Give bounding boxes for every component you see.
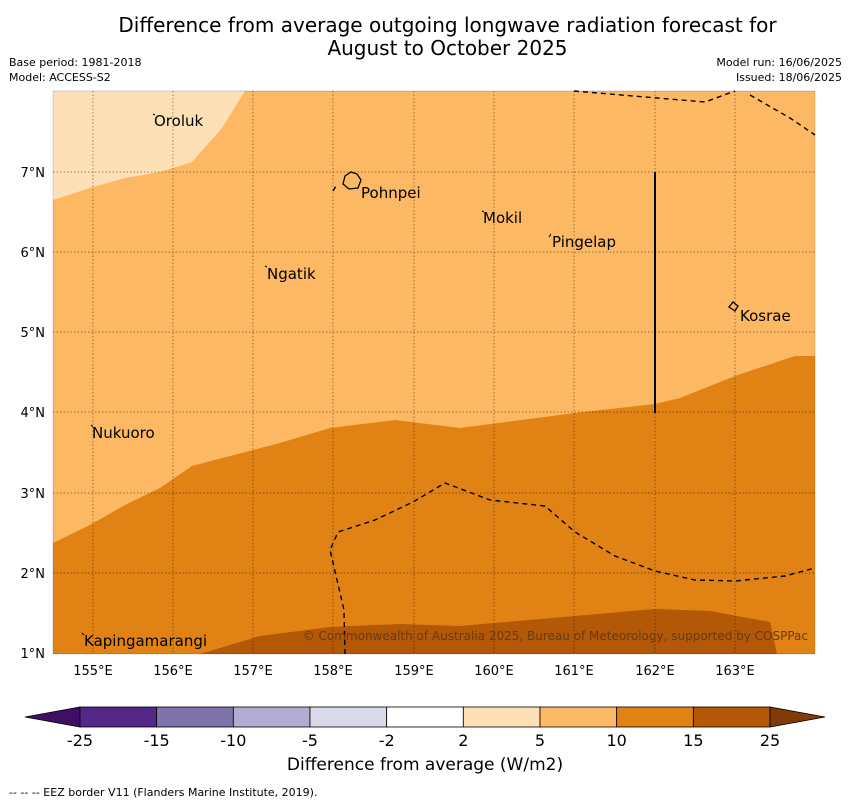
colorbar-tick: 5 <box>535 731 545 750</box>
lon-tick: 160°E <box>474 664 514 679</box>
colorbar-segment <box>309 706 388 728</box>
place-nukuoro: Nukuoro <box>92 424 155 442</box>
lat-tick: 1°N <box>21 647 46 662</box>
islands <box>342 171 739 312</box>
kosrae-island <box>728 301 739 312</box>
title-line-1: Difference from average outgoing longwav… <box>118 13 777 37</box>
colorbar-tick: 25 <box>760 731 780 750</box>
lat-tick: 7°N <box>21 166 46 181</box>
eez-footer-note: -- -- -- EEZ border V11 (Flanders Marine… <box>9 786 318 799</box>
model-run: Model run: 16/06/2025 <box>716 56 842 69</box>
map-panel: Oroluk Pohnpei Mokil Pingelap Ngatik Kos… <box>52 90 816 655</box>
copyright-notice: © Commonwealth of Australia 2025, Bureau… <box>303 629 808 643</box>
colorbar: -25 -15 -10 -5 -2 2 5 10 15 25 <box>24 706 826 750</box>
chart-title: Difference from average outgoing longwav… <box>0 14 850 60</box>
lon-tick-labels: 155°E 156°E 157°E 158°E 159°E 160°E 161°… <box>73 664 755 679</box>
place-pohnpei: Pohnpei <box>361 184 421 202</box>
lon-tick: 155°E <box>73 664 113 679</box>
colorbar-segment <box>156 706 234 728</box>
colorbar-segment <box>616 706 694 728</box>
place-labels: Oroluk Pohnpei Mokil Pingelap Ngatik Kos… <box>84 112 791 650</box>
colorbar-label: Difference from average (W/m2) <box>286 755 564 775</box>
colorbar-tick: 15 <box>683 731 703 750</box>
lat-tick-labels: 7°N 6°N 5°N 4°N 3°N 2°N 1°N <box>21 166 46 662</box>
lon-tick: 157°E <box>233 664 273 679</box>
model-name: Model: ACCESS-S2 <box>9 71 111 84</box>
lon-tick: 162°E <box>635 664 675 679</box>
lon-tick: 163°E <box>715 664 755 679</box>
colorbar-tick: -25 <box>67 731 93 750</box>
lat-tick: 2°N <box>21 567 46 582</box>
colorbar-tick: 10 <box>606 731 626 750</box>
place-kapingamarangi: Kapingamarangi <box>84 632 207 650</box>
lon-tick: 161°E <box>554 664 594 679</box>
colorbar-tick: -10 <box>220 731 246 750</box>
colorbar-segment <box>79 706 158 728</box>
region-2-to-5 <box>53 91 245 200</box>
lon-tick: 159°E <box>394 664 434 679</box>
colorbar-arrow-high <box>769 706 826 728</box>
lat-tick: 5°N <box>21 326 46 341</box>
colorbar-tick: -2 <box>379 731 395 750</box>
colorbar-segment <box>539 706 618 728</box>
issued-date: Issued: 18/06/2025 <box>735 71 842 84</box>
colorbar-segment <box>462 706 541 728</box>
place-oroluk: Oroluk <box>154 112 203 130</box>
region-10-to-15 <box>53 356 815 654</box>
lon-tick: 158°E <box>313 664 353 679</box>
pohnpei-island <box>342 171 362 190</box>
lon-tick: 156°E <box>153 664 193 679</box>
place-pingelap: Pingelap <box>552 233 616 251</box>
colorbar-tick: 2 <box>458 731 468 750</box>
place-ngatik: Ngatik <box>267 265 316 283</box>
lat-tick: 4°N <box>21 406 46 421</box>
place-mokil: Mokil <box>483 209 522 227</box>
colorbar-segment <box>386 706 464 728</box>
place-kosrae: Kosrae <box>740 307 791 325</box>
colorbar-segment <box>692 706 771 728</box>
colorbar-segment <box>232 706 311 728</box>
lat-tick: 6°N <box>21 246 46 261</box>
base-period: Base period: 1981-2018 <box>9 56 142 69</box>
meta-right: Model run: 16/06/2025 Issued: 18/06/2025 <box>716 55 842 85</box>
lat-tick: 3°N <box>21 487 46 502</box>
colorbar-tick: -5 <box>302 731 318 750</box>
colorbar-tick: -15 <box>144 731 170 750</box>
colorbar-arrow-low <box>24 706 81 728</box>
place-markers <box>81 113 552 636</box>
meta-left: Base period: 1981-2018 Model: ACCESS-S2 <box>9 55 141 85</box>
title-line-2: August to October 2025 <box>327 36 568 60</box>
map-frame <box>52 90 816 655</box>
eez-borders <box>329 90 816 655</box>
